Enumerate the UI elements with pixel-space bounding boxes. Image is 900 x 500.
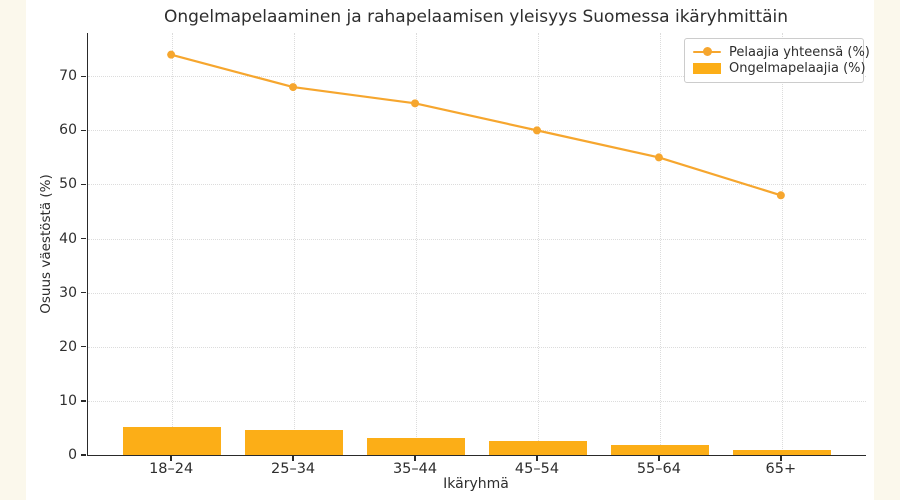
x-tick-mark — [780, 456, 782, 461]
gridline-horizontal — [88, 238, 866, 240]
x-tick-mark — [658, 456, 660, 461]
y-tick-mark — [81, 75, 86, 77]
y-tick-label: 10 — [59, 392, 77, 409]
y-tick-mark — [81, 129, 86, 132]
line-data-point — [654, 153, 663, 162]
line-data-point — [776, 191, 785, 200]
bar — [367, 437, 465, 455]
x-tick-mark — [170, 456, 172, 461]
x-tick-mark — [414, 456, 416, 461]
plot-area — [87, 33, 866, 456]
x-tick-label: 55–64 — [636, 461, 681, 477]
y-tick-mark — [81, 291, 86, 294]
bar — [123, 426, 221, 455]
y-tick-label: 20 — [59, 338, 77, 355]
bar — [733, 450, 831, 455]
y-tick-label: 50 — [59, 176, 77, 193]
line-marker-icon — [693, 47, 721, 57]
x-tick-label: 35–44 — [392, 461, 438, 477]
y-tick-mark — [81, 237, 86, 240]
gridline-vertical — [659, 33, 661, 455]
bar — [489, 440, 587, 455]
gridline-vertical — [416, 33, 418, 455]
line-data-point — [411, 99, 420, 108]
legend: Pelaajia yhteensä (%) Ongelmapelaajia (%… — [684, 38, 870, 83]
gridline-horizontal — [88, 130, 866, 132]
gridline-vertical — [172, 33, 174, 455]
y-tick-label: 40 — [59, 230, 77, 247]
gridline-vertical — [781, 33, 783, 455]
bar-swatch-icon — [693, 62, 721, 74]
x-tick-label: 45–54 — [514, 461, 560, 477]
gridline-horizontal — [88, 76, 866, 78]
line-series — [170, 53, 782, 197]
y-tick-mark — [81, 400, 86, 402]
x-tick-label: 65+ — [765, 461, 797, 477]
gridline-vertical — [294, 33, 296, 455]
y-tick-label: 0 — [68, 447, 77, 463]
gridline-horizontal — [88, 346, 866, 348]
line-data-point — [167, 50, 176, 59]
x-tick-label: 25–34 — [271, 461, 316, 477]
line-data-point — [532, 126, 541, 135]
y-tick-mark — [81, 346, 86, 348]
y-tick-mark — [81, 454, 86, 456]
gridline-horizontal — [88, 184, 866, 186]
gridline-vertical — [537, 33, 539, 455]
x-tick-mark — [292, 456, 294, 461]
gridline-horizontal — [88, 292, 866, 294]
bar — [245, 430, 343, 455]
gridline-horizontal — [88, 400, 866, 402]
line-series-layer — [167, 50, 785, 200]
legend-label-bar: Ongelmapelaajia (%) — [729, 60, 866, 76]
bar — [611, 445, 709, 455]
legend-entry-bar: Ongelmapelaajia (%) — [693, 60, 866, 76]
x-tick-label: 18–24 — [149, 461, 194, 477]
figure-background — [26, 0, 874, 500]
chart-title: Ongelmapelaaminen ja rahapelaamisen ylei… — [163, 7, 789, 27]
legend-entry-line: Pelaajia yhteensä (%) — [693, 44, 870, 60]
y-tick-mark — [81, 183, 86, 186]
legend-label-line: Pelaajia yhteensä (%) — [729, 44, 870, 60]
line-data-point — [289, 83, 298, 92]
x-tick-mark — [536, 456, 538, 461]
y-tick-label: 60 — [59, 122, 77, 139]
x-axis-label: Ikäryhmä — [443, 476, 509, 492]
y-tick-label: 70 — [59, 68, 77, 85]
y-tick-label: 30 — [59, 284, 77, 301]
